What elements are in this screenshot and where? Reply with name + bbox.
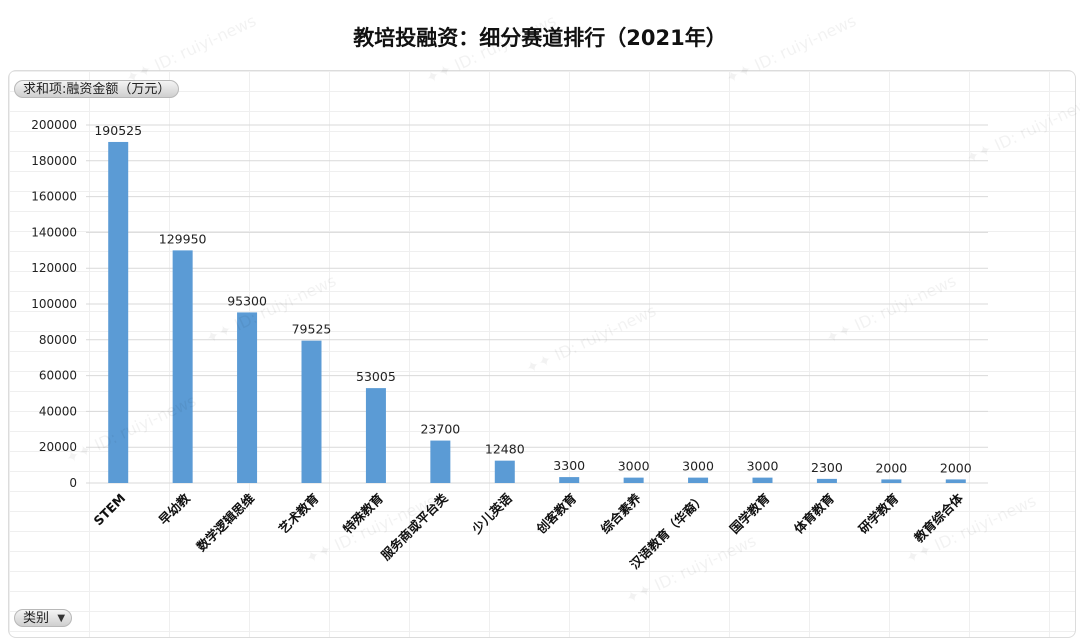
x-tick-label: 艺术教育 <box>276 490 322 536</box>
data-label: 95300 <box>227 293 267 308</box>
y-tick-label: 180000 <box>31 154 77 168</box>
y-tick-label: 140000 <box>31 225 77 239</box>
bar <box>301 340 322 483</box>
y-tick-label: 80000 <box>39 333 77 347</box>
dropdown-arrow-icon: ▼ <box>57 613 66 624</box>
bar <box>559 477 580 483</box>
y-tick-label: 40000 <box>39 404 77 418</box>
y-tick-label: 60000 <box>39 369 77 383</box>
category-field-label: 类别 <box>23 611 50 626</box>
x-tick-label: 数学逻辑思维 <box>193 490 258 555</box>
x-tick-label: 国学教育 <box>727 490 773 536</box>
bar <box>365 388 386 483</box>
y-tick-label: 0 <box>69 476 77 490</box>
data-label: 79525 <box>292 322 332 337</box>
x-tick-label: 体育教育 <box>791 490 837 536</box>
x-tick-label: 教育综合体 <box>910 490 966 546</box>
data-label: 23700 <box>420 422 460 437</box>
bar <box>623 477 644 483</box>
bar <box>108 141 129 483</box>
bar <box>881 479 902 483</box>
bar <box>816 478 837 483</box>
x-tick-label: 少儿英语 <box>468 490 515 537</box>
y-tick-label: 20000 <box>39 440 77 454</box>
data-label: 2000 <box>940 460 972 475</box>
data-label: 3000 <box>618 459 650 474</box>
data-label: 3300 <box>553 458 585 473</box>
x-tick-label: 早幼教 <box>156 490 193 527</box>
category-field-dropdown[interactable]: 类别 ▼ <box>14 609 73 627</box>
x-tick-label: 特殊教育 <box>340 490 386 536</box>
bar <box>752 477 773 483</box>
data-label: 2300 <box>811 460 843 475</box>
x-tick-label: 研学教育 <box>856 490 902 536</box>
y-tick-label: 160000 <box>31 190 77 204</box>
x-tick-label: 创客教育 <box>533 490 580 537</box>
bar <box>494 460 515 483</box>
y-tick-label: 100000 <box>31 297 77 311</box>
data-label: 12480 <box>485 442 525 457</box>
data-label: 53005 <box>356 369 396 384</box>
data-label: 3000 <box>747 459 779 474</box>
x-tick-label: 服务商或平台类 <box>378 490 451 563</box>
y-tick-label: 120000 <box>31 261 77 275</box>
chart-title: 教培投融资：细分赛道排行（2021年） <box>353 26 727 50</box>
x-tick-label: 综合素养 <box>598 490 644 536</box>
data-label: 129950 <box>159 231 207 246</box>
bar <box>945 479 966 483</box>
data-label: 190525 <box>94 123 142 138</box>
y-tick-label: 200000 <box>31 118 77 132</box>
data-label: 3000 <box>682 459 714 474</box>
bar <box>688 477 709 483</box>
data-label: 2000 <box>875 460 907 475</box>
x-tick-label: STEM <box>90 491 128 529</box>
value-field-button[interactable]: 求和项:融资金额（万元） <box>14 80 180 98</box>
bar <box>237 312 258 483</box>
bar <box>172 250 193 483</box>
bar <box>430 440 451 483</box>
